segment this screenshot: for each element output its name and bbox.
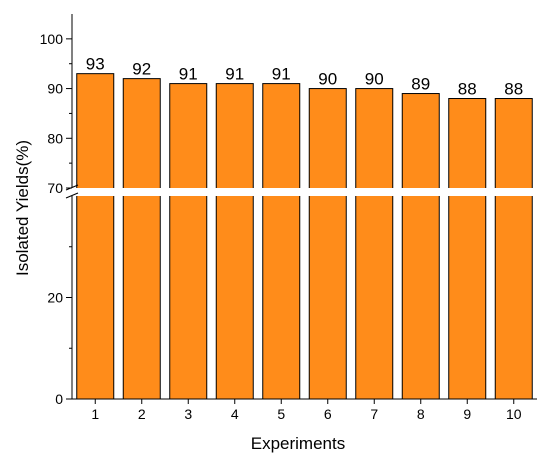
x-tick-label-7: 7 [370,406,378,422]
bar-2 [122,78,161,400]
y-tick-label-0: 0 [55,391,63,407]
y-tick-label-70: 70 [47,180,63,196]
axis-break-gap [66,188,543,196]
bar-7 [355,88,394,400]
data-label-3: 91 [179,65,198,84]
y-tick-label-90: 90 [47,81,63,97]
y-tick-label-100: 100 [40,31,64,47]
data-label-1: 93 [86,55,105,74]
y-tick-label-80: 80 [47,130,63,146]
x-tick-label-4: 4 [231,406,239,422]
data-label-7: 90 [365,70,384,89]
data-labels-group: 93 92 91 91 91 90 90 89 88 88 [86,55,523,99]
data-label-2: 92 [132,60,151,79]
data-label-4: 91 [225,65,244,84]
x-tick-label-3: 3 [184,406,192,422]
x-tick-label-1: 1 [91,406,99,422]
bar-1 [76,73,115,400]
x-tick-label-2: 2 [138,406,146,422]
bar-10 [494,98,533,400]
y-tick-label-20: 20 [47,290,63,306]
data-label-9: 88 [458,80,477,99]
bar-6 [308,88,347,400]
bar-8 [401,93,440,400]
bar-5 [262,83,301,400]
x-tick-label-10: 10 [506,406,522,422]
data-label-10: 88 [504,80,523,99]
x-tick-label-5: 5 [277,406,285,422]
axis-break-mark-lower [65,192,79,199]
x-tick-label-6: 6 [324,406,332,422]
data-label-6: 90 [318,70,337,89]
bar-3 [169,83,208,400]
y-axis-title: Isolated Yields(%) [13,140,32,276]
x-tick-label-9: 9 [463,406,471,422]
data-label-8: 89 [411,75,430,94]
bar-4 [215,83,254,400]
x-tick-label-8: 8 [417,406,425,422]
bars-group [76,73,533,400]
bar-9 [448,98,487,400]
data-label-5: 91 [272,65,291,84]
x-axis-title: Experiments [251,434,345,453]
